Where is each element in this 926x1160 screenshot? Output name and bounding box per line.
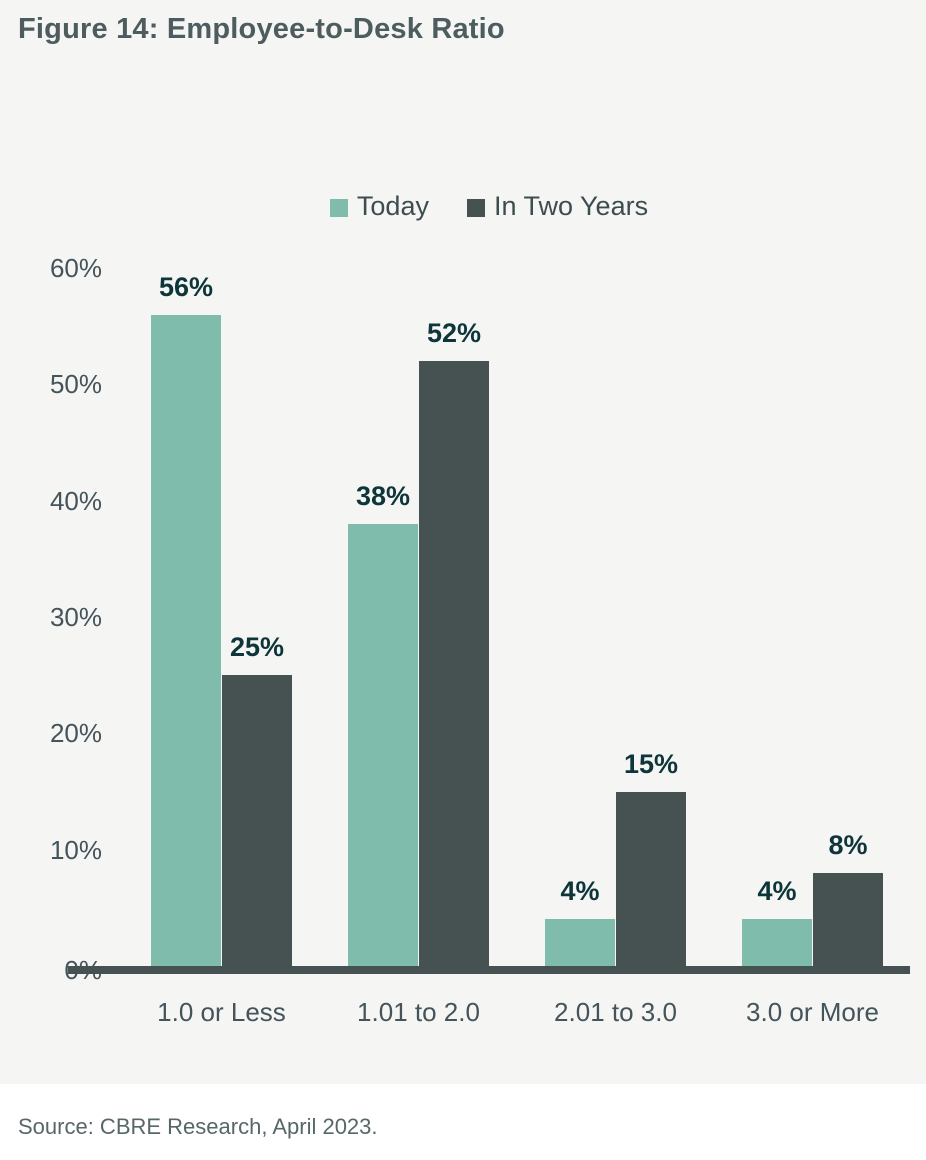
y-tick-label: 30% <box>49 602 102 632</box>
bar-today-2 <box>348 523 418 966</box>
bar-today-3 <box>545 919 615 966</box>
legend-item-today: Today <box>329 191 429 222</box>
bar-in-two-years-2 <box>419 361 489 966</box>
legend-swatch-in-two-years-icon <box>466 198 485 217</box>
bar-value-label: 56% <box>158 271 214 302</box>
bar-in-two-years-1 <box>222 675 292 966</box>
plot-area: 56% 25% 38% 52% 4% 15% 4% 8% <box>68 268 910 966</box>
legend-label-today: Today <box>356 191 429 221</box>
x-axis-category-label: 2.01 to 3.0 <box>554 997 677 1027</box>
legend-swatch-today-icon <box>329 198 348 217</box>
x-axis-line <box>68 966 910 974</box>
legend-item-in-two-years: In Two Years <box>466 191 649 222</box>
x-axis-category-label: 1.0 or Less <box>157 997 286 1027</box>
bar-value-label: 15% <box>623 748 679 779</box>
y-tick-label: 10% <box>49 834 102 865</box>
x-axis-category-label: 1.01 to 2.0 <box>357 997 480 1027</box>
figure-card: Figure 14: Employee-to-Desk Ratio Today … <box>0 0 926 1084</box>
x-axis-category-label: 3.0 or More <box>746 997 879 1027</box>
bar-value-label: 38% <box>355 480 411 511</box>
bar-in-two-years-4 <box>813 872 883 966</box>
y-tick-label: 40% <box>49 485 102 516</box>
bar-in-two-years-3 <box>616 791 686 966</box>
source-note: Source: CBRE Research, April 2023. <box>18 1114 378 1139</box>
bar-value-label: 4% <box>560 876 600 907</box>
bar-value-label: 52% <box>426 318 482 349</box>
bar-value-label: 4% <box>757 876 797 907</box>
y-tick-label: 50% <box>49 369 102 400</box>
legend: Today In Two Years <box>68 191 910 222</box>
bar-today-1 <box>151 314 221 966</box>
legend-label-in-two-years: In Two Years <box>493 191 649 221</box>
figure-title: Figure 14: Employee-to-Desk Ratio <box>18 13 505 45</box>
y-tick-label: 20% <box>49 718 102 749</box>
y-tick-label: 60% <box>49 253 102 283</box>
bar-value-label: 8% <box>828 829 868 860</box>
bar-value-label: 25% <box>229 632 285 663</box>
bar-today-4 <box>742 919 812 966</box>
